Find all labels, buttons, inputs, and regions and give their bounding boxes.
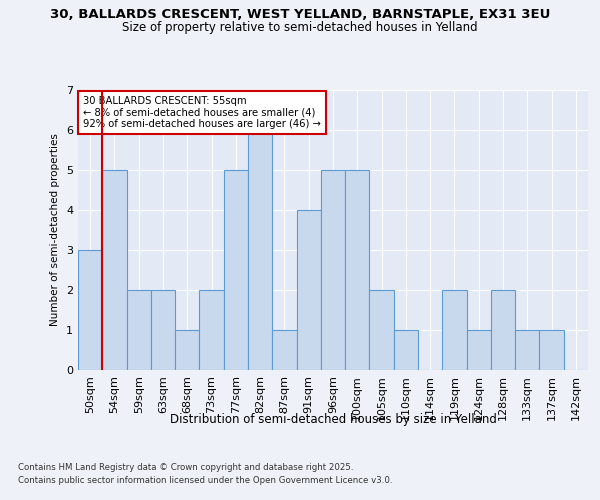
- Y-axis label: Number of semi-detached properties: Number of semi-detached properties: [50, 134, 61, 326]
- Bar: [127, 290, 151, 370]
- Bar: [515, 330, 539, 370]
- Text: 30, BALLARDS CRESCENT, WEST YELLAND, BARNSTAPLE, EX31 3EU: 30, BALLARDS CRESCENT, WEST YELLAND, BAR…: [50, 8, 550, 20]
- Bar: [467, 330, 491, 370]
- Bar: [78, 250, 102, 370]
- Bar: [151, 290, 175, 370]
- Bar: [321, 170, 345, 370]
- Text: Size of property relative to semi-detached houses in Yelland: Size of property relative to semi-detach…: [122, 21, 478, 34]
- Bar: [296, 210, 321, 370]
- Bar: [248, 130, 272, 370]
- Bar: [345, 170, 370, 370]
- Bar: [442, 290, 467, 370]
- Bar: [272, 330, 296, 370]
- Text: Contains HM Land Registry data © Crown copyright and database right 2025.: Contains HM Land Registry data © Crown c…: [18, 462, 353, 471]
- Bar: [199, 290, 224, 370]
- Bar: [491, 290, 515, 370]
- Bar: [370, 290, 394, 370]
- Bar: [224, 170, 248, 370]
- Bar: [102, 170, 127, 370]
- Text: Distribution of semi-detached houses by size in Yelland: Distribution of semi-detached houses by …: [170, 412, 496, 426]
- Text: Contains public sector information licensed under the Open Government Licence v3: Contains public sector information licen…: [18, 476, 392, 485]
- Bar: [175, 330, 199, 370]
- Bar: [539, 330, 564, 370]
- Text: 30 BALLARDS CRESCENT: 55sqm
← 8% of semi-detached houses are smaller (4)
92% of : 30 BALLARDS CRESCENT: 55sqm ← 8% of semi…: [83, 96, 321, 129]
- Bar: [394, 330, 418, 370]
